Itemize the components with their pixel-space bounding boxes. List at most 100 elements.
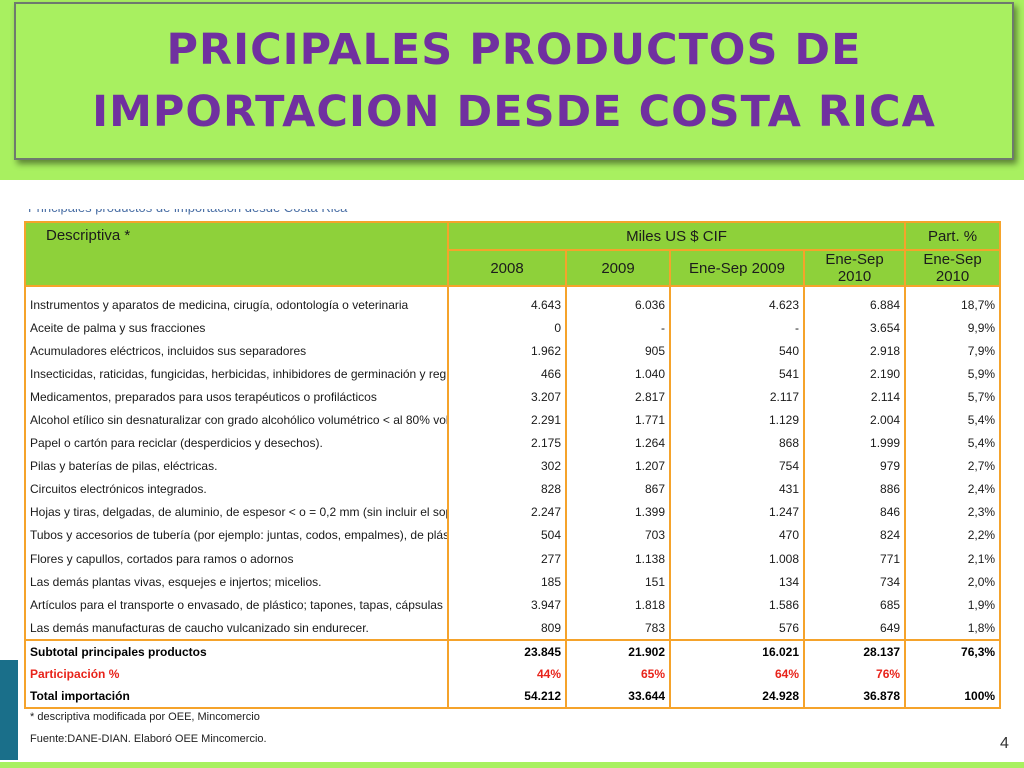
value-2008: 2.247: [447, 500, 567, 524]
subtotal-row: Subtotal principales productos 23.845 21…: [24, 639, 1002, 664]
value-2009: 703: [565, 523, 671, 548]
value-part: 18,7%: [904, 286, 1002, 317]
participacion-row: Participación % 44% 65% 64% 76%: [24, 663, 1002, 686]
table-row: Alcohol etílico sin desnaturalizar con g…: [24, 408, 1002, 432]
table-row: Pilas y baterías de pilas, eléctricas. 30…: [24, 454, 1002, 478]
participacion-label: Participación %: [24, 663, 449, 686]
value-2008: 809: [447, 616, 567, 641]
table-row: Acumuladores eléctricos, incluidos sus s…: [24, 339, 1002, 363]
value-2009: 1.818: [565, 593, 671, 617]
value-ene-sep-2010: 886: [802, 477, 907, 501]
table-summary: Subtotal principales productos 23.845 21…: [24, 639, 1002, 710]
value-ene-sep-2009: 540: [669, 339, 805, 363]
subtotal-ene-sep-2010: 28.137: [802, 639, 907, 664]
value-ene-sep-2009: 470: [669, 523, 805, 548]
value-part: 1,8%: [904, 616, 1002, 641]
value-2008: 277: [447, 547, 567, 571]
table-row: Hojas y tiras, delgadas, de aluminio, de…: [24, 500, 1002, 524]
table-caption: Principales productos de importación des…: [28, 200, 348, 215]
header-2008: 2008: [447, 249, 567, 287]
value-ene-sep-2009: 868: [669, 431, 805, 455]
table-row: Flores y capullos, cortados para ramos o…: [24, 547, 1002, 571]
value-ene-sep-2009: 541: [669, 362, 805, 386]
product-description: Aceite de palma y sus fracciones: [24, 316, 449, 340]
value-part: 9,9%: [904, 316, 1002, 340]
product-description: Instrumentos y aparatos de medicina, cir…: [24, 286, 449, 317]
product-description: Insecticidas, raticidas, fungicidas, her…: [24, 362, 449, 386]
header-part-ene-sep-2010: Ene-Sep 2010: [904, 249, 1002, 287]
value-2008: 0: [447, 316, 567, 340]
value-ene-sep-2010: 649: [802, 616, 907, 641]
table-body: Instrumentos y aparatos de medicina, cir…: [24, 286, 1002, 641]
value-ene-sep-2009: 4.623: [669, 286, 805, 317]
footnote-descriptiva: * descriptiva modificada por OEE, Mincom…: [30, 711, 260, 723]
value-2009: 783: [565, 616, 671, 641]
value-ene-sep-2010: 846: [802, 500, 907, 524]
header-descriptiva: Descriptiva *: [24, 221, 449, 287]
value-2008: 3.207: [447, 385, 567, 409]
value-part: 2,2%: [904, 523, 1002, 548]
value-part: 7,9%: [904, 339, 1002, 363]
value-ene-sep-2010: 771: [802, 547, 907, 571]
value-ene-sep-2010: 3.654: [802, 316, 907, 340]
total-ene-sep-2010: 36.878: [802, 685, 907, 710]
value-part: 2,7%: [904, 454, 1002, 478]
product-description: Alcohol etílico sin desnaturalizar con g…: [24, 408, 449, 432]
product-description: Papel o cartón para reciclar (desperdici…: [24, 431, 449, 455]
value-ene-sep-2009: 2.117: [669, 385, 805, 409]
participacion-part: [904, 663, 1002, 686]
page-number: 4: [1000, 735, 1009, 752]
product-description: Las demás plantas vivas, esquejes e inje…: [24, 570, 449, 594]
value-part: 2,0%: [904, 570, 1002, 594]
value-2009: 867: [565, 477, 671, 501]
value-ene-sep-2010: 685: [802, 593, 907, 617]
participacion-ene-sep-2009: 64%: [669, 663, 805, 686]
value-2009: -: [565, 316, 671, 340]
value-ene-sep-2009: 1.129: [669, 408, 805, 432]
value-part: 5,9%: [904, 362, 1002, 386]
value-part: 1,9%: [904, 593, 1002, 617]
value-part: 5,4%: [904, 431, 1002, 455]
table-row: Papel o cartón para reciclar (desperdici…: [24, 431, 1002, 455]
footnote-source: Fuente:DANE-DIAN. Elaboró OEE Mincomerci…: [30, 733, 267, 745]
value-ene-sep-2010: 2.114: [802, 385, 907, 409]
value-ene-sep-2010: 2.190: [802, 362, 907, 386]
value-2008: 828: [447, 477, 567, 501]
value-ene-sep-2010: 734: [802, 570, 907, 594]
subtotal-label: Subtotal principales productos: [24, 639, 449, 664]
value-ene-sep-2010: 1.999: [802, 431, 907, 455]
header-ene-sep-2009: Ene-Sep 2009: [669, 249, 805, 287]
value-2008: 504: [447, 523, 567, 548]
value-2009: 1.399: [565, 500, 671, 524]
total-2008: 54.212: [447, 685, 567, 710]
table-row: Instrumentos y aparatos de medicina, cir…: [24, 286, 1002, 317]
product-description: Tubos y accesorios de tubería (por ejemp…: [24, 523, 449, 548]
subtotal-2009: 21.902: [565, 639, 671, 664]
table-row: Tubos y accesorios de tubería (por ejemp…: [24, 523, 1002, 548]
table-header-row-1: Descriptiva * Miles US $ CIF Part. %: [24, 221, 1002, 287]
value-2009: 151: [565, 570, 671, 594]
import-table-container: Descriptiva * Miles US $ CIF Part. % 200…: [24, 221, 1002, 710]
value-ene-sep-2009: 754: [669, 454, 805, 478]
product-description: Pilas y baterías de pilas, eléctricas.: [24, 454, 449, 478]
value-2008: 4.643: [447, 286, 567, 317]
import-products-table: Descriptiva * Miles US $ CIF Part. % 200…: [24, 221, 1002, 710]
header-miles-us-cif: Miles US $ CIF: [446, 221, 907, 251]
subtotal-2008: 23.845: [447, 639, 567, 664]
value-part: 2,1%: [904, 547, 1002, 571]
total-row: Total importación 54.212 33.644 24.928 3…: [24, 685, 1002, 710]
header-ene-sep-2010: Ene-Sep 2010: [802, 249, 907, 287]
value-2008: 2.175: [447, 431, 567, 455]
value-2009: 1.138: [565, 547, 671, 571]
value-ene-sep-2009: 576: [669, 616, 805, 641]
value-ene-sep-2009: 1.008: [669, 547, 805, 571]
table-row: Las demás manufacturas de caucho vulcani…: [24, 616, 1002, 641]
value-2008: 2.291: [447, 408, 567, 432]
value-part: 2,4%: [904, 477, 1002, 501]
product-description: Flores y capullos, cortados para ramos o…: [24, 547, 449, 571]
product-description: Circuitos electrónicos integrados.: [24, 477, 449, 501]
total-2009: 33.644: [565, 685, 671, 710]
value-ene-sep-2010: 979: [802, 454, 907, 478]
value-2008: 1.962: [447, 339, 567, 363]
product-description: Las demás manufacturas de caucho vulcani…: [24, 616, 449, 641]
